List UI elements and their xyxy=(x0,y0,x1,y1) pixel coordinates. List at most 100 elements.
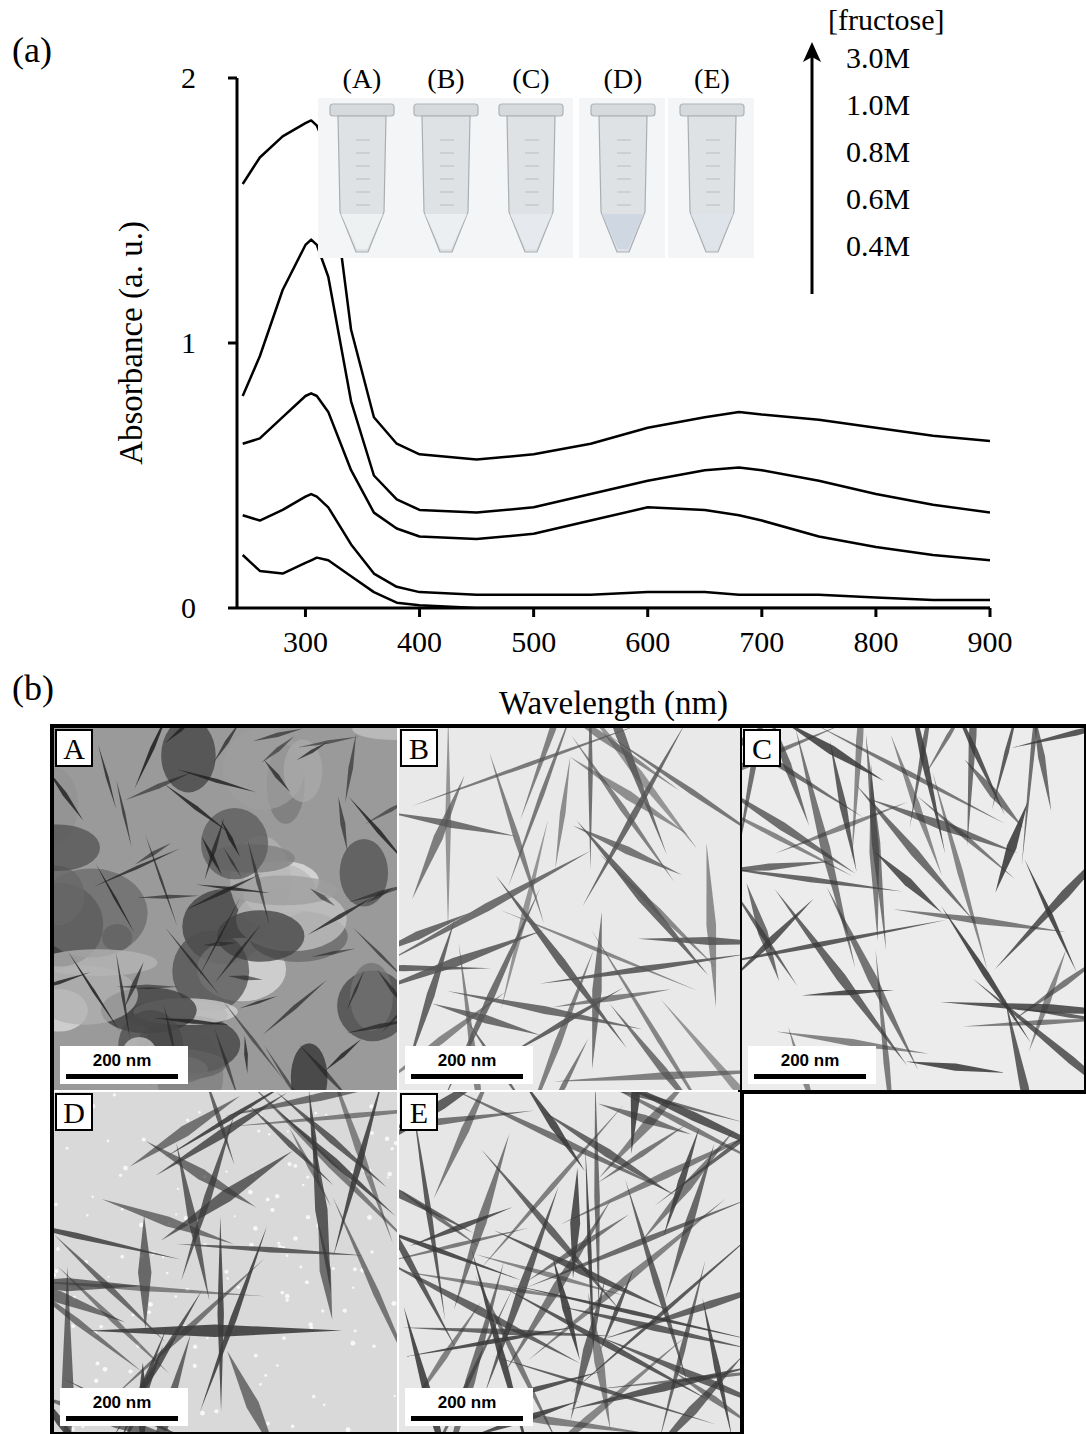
tem-nanowire xyxy=(177,769,256,792)
tube xyxy=(487,98,573,258)
tem-nanowire xyxy=(67,951,120,1032)
tem-nanowire xyxy=(177,1244,364,1255)
tem-nanowire xyxy=(1029,949,1067,1052)
tem-nanowire xyxy=(399,1189,479,1246)
tem-speckle xyxy=(354,1329,357,1332)
tem-blob xyxy=(352,728,397,740)
tem-nanowire xyxy=(101,1199,233,1244)
scale-bar xyxy=(754,1074,866,1079)
legend-arrow-head xyxy=(803,42,821,62)
tem-nanowire xyxy=(995,801,1027,892)
scale-bar-bg xyxy=(60,1388,188,1426)
tem-nanowire xyxy=(273,1107,395,1215)
tem-speckle xyxy=(234,1215,236,1217)
tube-label: (D) xyxy=(604,63,643,94)
tem-speckle xyxy=(237,1286,240,1289)
tem-nanowire xyxy=(333,1197,397,1389)
tem-nanowire xyxy=(116,984,178,989)
tem-speckle xyxy=(148,1302,153,1307)
tem-nanowire xyxy=(96,864,135,933)
tem-nanowire xyxy=(501,1286,711,1402)
tem-speckle xyxy=(108,1276,110,1278)
tem-nanowire xyxy=(967,728,978,846)
tube-graduation xyxy=(617,179,631,180)
tem-speckle xyxy=(65,1147,68,1150)
tem-speckle xyxy=(214,1409,218,1413)
tem-speckle xyxy=(391,1301,396,1306)
scale-bar-label: 200 nm xyxy=(781,1051,840,1070)
tem-speckle xyxy=(200,1411,205,1416)
figure: (a)(b)012300400500600700800900Wavelength… xyxy=(0,0,1086,1434)
tem-nanowire xyxy=(252,728,302,741)
x-tick xyxy=(304,608,307,617)
tube-graduation xyxy=(617,140,631,141)
tem-nanowire xyxy=(555,757,570,869)
tem-nanowire xyxy=(588,728,593,870)
tem-nanowire xyxy=(347,970,365,1010)
tem-speckle xyxy=(394,1395,396,1397)
tem-nanowire xyxy=(239,996,277,1008)
tem-speckle xyxy=(321,1309,324,1312)
tem-nanowire xyxy=(447,991,642,1029)
tube-graduation xyxy=(356,179,370,180)
tem-nanowire xyxy=(702,1298,732,1432)
tem-speckle xyxy=(286,1255,289,1258)
tem-speckle xyxy=(305,1280,309,1284)
tem-speckle xyxy=(325,1114,327,1116)
tem-nanowire xyxy=(409,1207,512,1246)
tem-label: E xyxy=(410,1096,428,1129)
tem-nanowire xyxy=(227,1351,278,1432)
tem-speckle xyxy=(227,1277,229,1279)
tem-nanowire xyxy=(1014,1008,1084,1024)
tube-label: (E) xyxy=(694,63,730,94)
scale-bar-bg xyxy=(748,1046,876,1084)
tem-nanowire xyxy=(992,728,1022,810)
tube-liquid xyxy=(425,214,467,249)
tem-nanowire xyxy=(520,728,584,820)
panel-label: (a) xyxy=(12,30,52,70)
tube-graduation xyxy=(706,140,720,141)
tem-speckle xyxy=(54,1269,58,1273)
tem-nanowire xyxy=(181,1114,234,1281)
tem-nanowire xyxy=(571,735,674,881)
x-tick-label: 300 xyxy=(283,625,328,658)
tem-nanowire xyxy=(924,728,973,777)
tem-blob xyxy=(350,963,393,1031)
tem-nanowire xyxy=(893,909,1066,932)
tem-nanowire xyxy=(228,975,263,980)
tem-nanowire xyxy=(348,883,397,902)
tube-graduation xyxy=(706,179,720,180)
legend-entry: 0.6M xyxy=(846,182,910,215)
legend-title: [fructose] xyxy=(828,3,945,36)
tem-nanowire xyxy=(261,736,294,763)
tem-speckle xyxy=(86,1214,88,1216)
tem-image xyxy=(742,728,1084,1090)
tem-nanowire xyxy=(585,1147,594,1355)
tube-body xyxy=(507,116,555,252)
tube-photo-bg xyxy=(487,98,573,258)
tem-nanowire xyxy=(244,1035,248,1073)
scale-bar-label: 200 nm xyxy=(93,1051,152,1070)
tem-speckle xyxy=(56,1247,60,1251)
tube-label: (A) xyxy=(343,63,382,94)
tem-speckle xyxy=(254,1354,258,1358)
tem-nanowire xyxy=(640,1130,734,1243)
y-tick xyxy=(228,77,237,80)
tem-nanowire xyxy=(382,1004,397,1032)
tem-image xyxy=(399,1092,740,1432)
tube-graduation xyxy=(525,166,539,167)
tem-nanowire xyxy=(298,736,360,747)
y-tick-label: 2 xyxy=(181,61,196,94)
tem-nanowire xyxy=(869,763,879,941)
tem-nanowire xyxy=(742,899,814,982)
tem-nanowire xyxy=(263,980,327,1035)
spectrum-line xyxy=(243,240,990,513)
tube-photo-bg xyxy=(402,98,488,258)
x-tick xyxy=(646,608,649,617)
tem-nanowire xyxy=(830,741,857,872)
tem-nanowire xyxy=(454,1133,510,1309)
tem-speckle xyxy=(370,1131,374,1135)
tem-speckle xyxy=(287,1162,291,1166)
tem-label-box xyxy=(56,1094,92,1130)
tem-nanowire xyxy=(138,1216,151,1330)
